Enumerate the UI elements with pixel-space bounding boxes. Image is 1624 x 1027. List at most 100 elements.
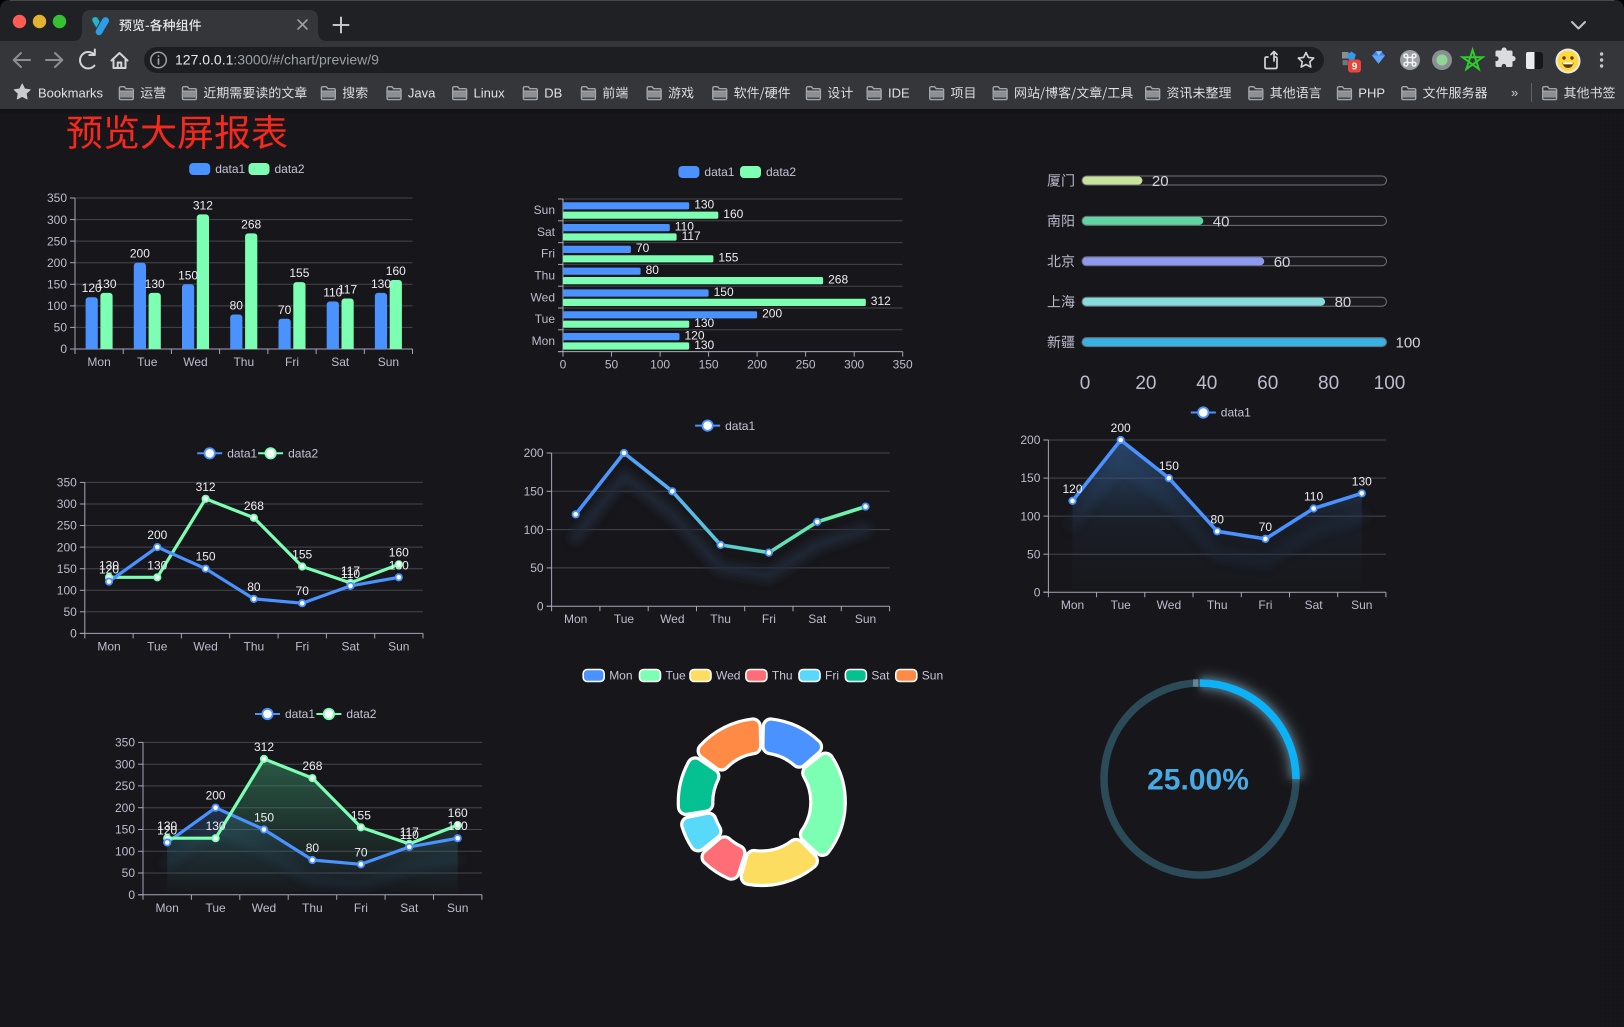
svg-text:data2: data2 bbox=[275, 162, 305, 176]
svg-text:117: 117 bbox=[682, 229, 701, 243]
svg-text:70: 70 bbox=[1259, 520, 1273, 534]
svg-text:80: 80 bbox=[1211, 512, 1225, 526]
svg-text:0: 0 bbox=[560, 358, 567, 372]
svg-text:80: 80 bbox=[306, 841, 320, 855]
svg-text:120: 120 bbox=[82, 281, 102, 295]
svg-text:Sat: Sat bbox=[400, 901, 419, 915]
svg-text:130: 130 bbox=[694, 316, 714, 330]
svg-text:PHP: PHP bbox=[1358, 86, 1385, 101]
svg-text:Mon: Mon bbox=[87, 355, 110, 369]
svg-text:60: 60 bbox=[1257, 373, 1278, 394]
svg-text:100: 100 bbox=[1374, 373, 1406, 394]
svg-text:0: 0 bbox=[128, 888, 135, 902]
svg-text:312: 312 bbox=[254, 740, 274, 754]
svg-text:Thu: Thu bbox=[534, 269, 555, 283]
svg-text:Thu: Thu bbox=[302, 901, 323, 915]
svg-text:130: 130 bbox=[157, 819, 177, 833]
svg-text:130: 130 bbox=[694, 338, 714, 352]
svg-text:Fri: Fri bbox=[295, 639, 309, 653]
svg-text:110: 110 bbox=[1304, 490, 1323, 504]
svg-text:150: 150 bbox=[1020, 471, 1040, 485]
svg-text:80: 80 bbox=[247, 580, 261, 594]
svg-text:70: 70 bbox=[636, 241, 650, 255]
svg-text:130: 130 bbox=[99, 558, 119, 572]
svg-text:200: 200 bbox=[130, 247, 150, 261]
svg-text:Thu: Thu bbox=[1207, 598, 1228, 612]
svg-text:Fri: Fri bbox=[541, 247, 555, 261]
svg-text:160: 160 bbox=[386, 264, 406, 278]
svg-text:150: 150 bbox=[57, 562, 77, 576]
svg-text:250: 250 bbox=[57, 519, 77, 533]
svg-text:data1: data1 bbox=[1221, 406, 1251, 420]
svg-text:117: 117 bbox=[338, 283, 357, 297]
svg-text:DB: DB bbox=[544, 86, 562, 101]
svg-text:Fri: Fri bbox=[354, 901, 368, 915]
svg-text:130: 130 bbox=[1352, 474, 1372, 488]
svg-text:300: 300 bbox=[47, 213, 67, 227]
svg-text:300: 300 bbox=[57, 497, 77, 511]
svg-text:Sat: Sat bbox=[871, 669, 890, 683]
svg-text:200: 200 bbox=[57, 540, 77, 554]
svg-text:Mon: Mon bbox=[532, 334, 555, 348]
svg-text:Tue: Tue bbox=[1111, 598, 1132, 612]
svg-text:Tue: Tue bbox=[666, 669, 687, 683]
svg-text:Sat: Sat bbox=[808, 612, 827, 626]
svg-text:Java: Java bbox=[408, 86, 436, 101]
svg-text:100: 100 bbox=[57, 584, 77, 598]
svg-text:127.0.0.1:3000/#/chart/preview: 127.0.0.1:3000/#/chart/preview/9 bbox=[175, 52, 379, 68]
svg-text:200: 200 bbox=[762, 307, 782, 321]
svg-text:50: 50 bbox=[63, 605, 77, 619]
svg-text:350: 350 bbox=[893, 358, 913, 372]
svg-text:70: 70 bbox=[296, 584, 310, 598]
svg-text:350: 350 bbox=[47, 191, 67, 205]
svg-text:200: 200 bbox=[747, 358, 767, 372]
svg-text:40: 40 bbox=[1196, 373, 1217, 394]
svg-text:100: 100 bbox=[115, 845, 135, 859]
svg-text:50: 50 bbox=[54, 321, 68, 335]
svg-text:Sun: Sun bbox=[922, 669, 943, 683]
svg-text:155: 155 bbox=[292, 548, 312, 562]
svg-text:Tue: Tue bbox=[205, 901, 226, 915]
svg-text:100: 100 bbox=[650, 358, 670, 372]
svg-text:Tue: Tue bbox=[535, 312, 556, 326]
svg-text:80: 80 bbox=[646, 263, 660, 277]
svg-text:data1: data1 bbox=[215, 162, 245, 176]
svg-text:110: 110 bbox=[323, 286, 342, 300]
svg-text:Bookmarks: Bookmarks bbox=[38, 86, 104, 101]
svg-text:Sun: Sun bbox=[855, 612, 876, 626]
svg-text:data1: data1 bbox=[725, 419, 755, 433]
svg-text:200: 200 bbox=[115, 801, 135, 815]
svg-text:312: 312 bbox=[193, 198, 213, 212]
svg-text:350: 350 bbox=[57, 476, 77, 490]
svg-text:130: 130 bbox=[145, 277, 165, 291]
svg-text:120: 120 bbox=[99, 563, 119, 577]
svg-text:312: 312 bbox=[196, 480, 216, 494]
svg-text:250: 250 bbox=[115, 779, 135, 793]
svg-text:9: 9 bbox=[1352, 62, 1358, 73]
svg-text:Sun: Sun bbox=[447, 901, 468, 915]
svg-text:150: 150 bbox=[115, 823, 135, 837]
svg-text:0: 0 bbox=[60, 342, 67, 356]
svg-text:100: 100 bbox=[47, 299, 67, 313]
svg-text:268: 268 bbox=[302, 759, 322, 773]
svg-text:Wed: Wed bbox=[193, 639, 217, 653]
svg-text:0: 0 bbox=[537, 599, 544, 613]
svg-text:Mon: Mon bbox=[97, 639, 120, 653]
svg-text:data1: data1 bbox=[227, 447, 257, 461]
svg-text:130: 130 bbox=[96, 277, 116, 291]
svg-text:130: 130 bbox=[448, 819, 468, 833]
svg-text:Wed: Wed bbox=[716, 669, 740, 683]
svg-text:Thu: Thu bbox=[710, 612, 731, 626]
svg-text:160: 160 bbox=[389, 545, 409, 559]
svg-text:Wed: Wed bbox=[183, 355, 207, 369]
svg-text:70: 70 bbox=[354, 845, 368, 859]
svg-text:80: 80 bbox=[1335, 294, 1352, 311]
svg-text:80: 80 bbox=[1318, 373, 1339, 394]
svg-text:Sun: Sun bbox=[1351, 598, 1372, 612]
svg-text:130: 130 bbox=[371, 277, 391, 291]
svg-text:130: 130 bbox=[147, 558, 167, 572]
svg-text:150: 150 bbox=[196, 550, 216, 564]
svg-text:117: 117 bbox=[341, 564, 360, 578]
svg-text:data2: data2 bbox=[288, 447, 318, 461]
svg-text:Wed: Wed bbox=[531, 290, 555, 304]
